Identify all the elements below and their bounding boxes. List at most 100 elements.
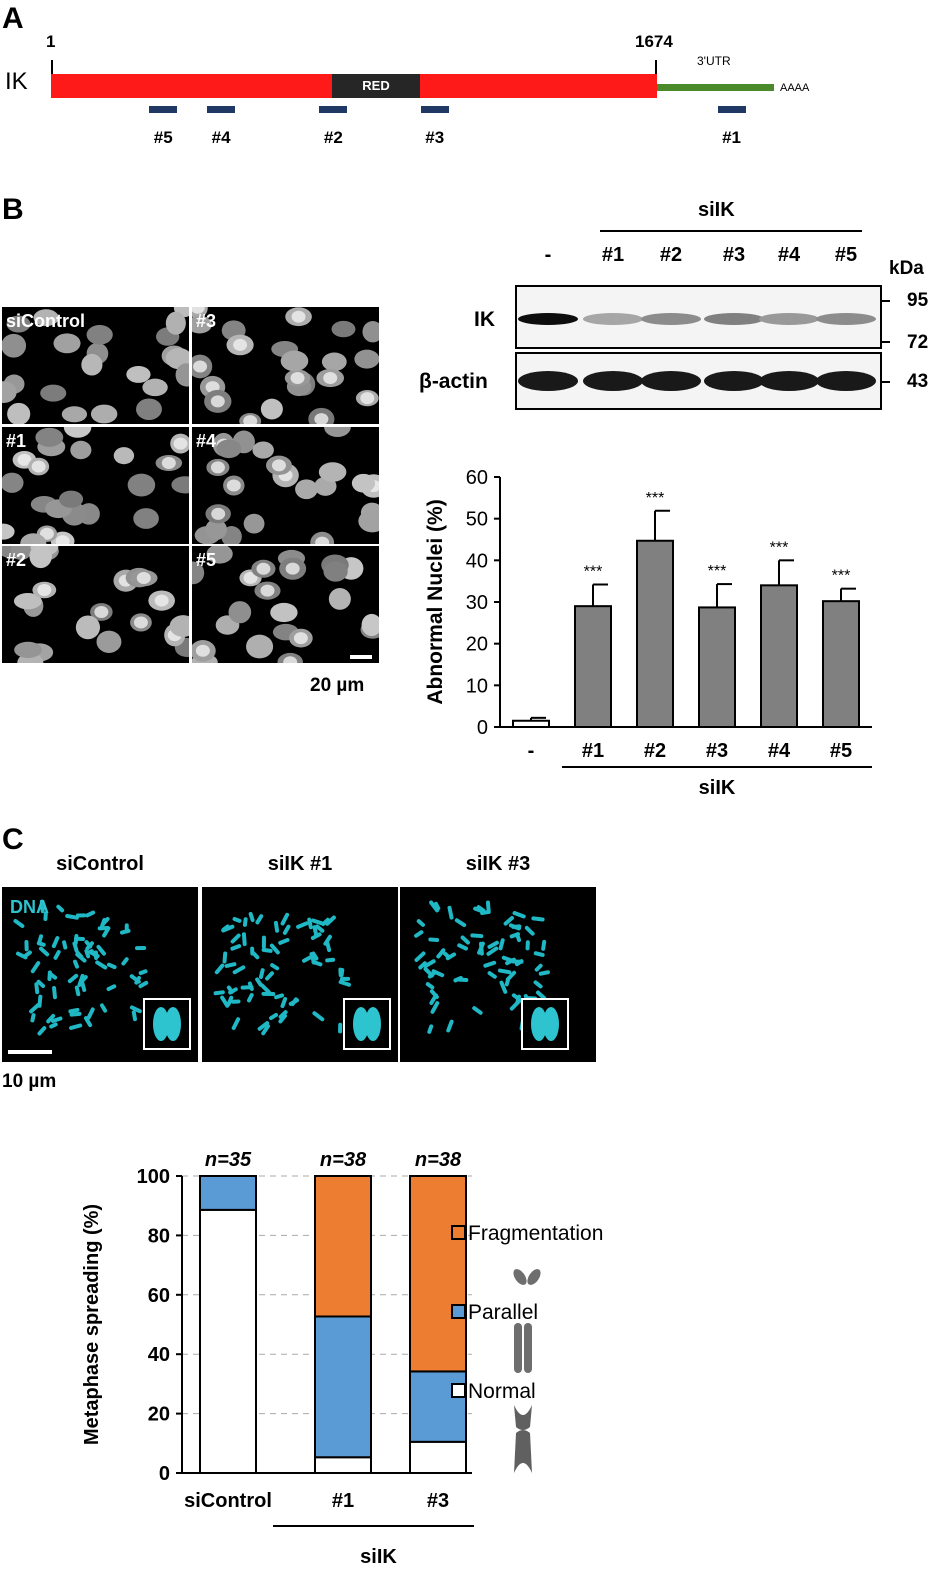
blot-band — [518, 313, 578, 325]
blot-group-line — [600, 230, 862, 232]
stacked-segment — [409, 1370, 467, 1443]
nucleus — [280, 350, 309, 372]
chromosome — [508, 923, 522, 931]
bar — [698, 606, 736, 729]
chromosome — [69, 1023, 83, 1030]
chromosome — [86, 1007, 95, 1020]
legend-swatch — [451, 1225, 466, 1240]
chromosome-spread — [13, 899, 191, 1050]
nucleus — [40, 384, 67, 402]
chromosome — [129, 974, 141, 984]
marker-tick-95 — [882, 300, 890, 302]
bar — [636, 539, 674, 728]
abnormal-nucleus — [17, 453, 32, 466]
chromosome — [473, 906, 483, 913]
chromosome — [241, 932, 247, 947]
abnormal-nucleus — [323, 372, 338, 385]
chromosome — [533, 951, 545, 957]
chromosome — [43, 911, 48, 922]
chromosome — [511, 993, 524, 1004]
nucleus — [295, 479, 318, 500]
chromosome — [265, 971, 275, 981]
nucleus — [318, 462, 347, 482]
abnormal-nucleus — [290, 371, 305, 384]
nucleus — [113, 447, 135, 465]
sirna-label: #5 — [153, 128, 173, 147]
nucleus — [206, 546, 233, 564]
chromosome — [213, 990, 225, 996]
nucleus — [270, 602, 298, 623]
chromosome — [251, 951, 260, 960]
metaphase-image — [400, 887, 596, 1062]
sirna-label: #1 — [722, 128, 742, 147]
nucleus — [324, 427, 351, 438]
stacked-segment — [409, 1440, 467, 1475]
chromosome — [84, 948, 91, 959]
chromosome-spread — [213, 911, 391, 1050]
dna-label: DNA — [10, 897, 49, 917]
nuclei-image: #5 — [192, 546, 379, 663]
bar — [760, 584, 798, 728]
y-tick-label: 40 — [466, 550, 488, 572]
abnormal-nucleus — [226, 479, 241, 492]
chromosome — [73, 959, 80, 969]
image-label: #5 — [196, 550, 217, 570]
chromosome — [499, 980, 508, 994]
chromosome — [121, 957, 129, 966]
blot-band — [641, 313, 701, 325]
chromosome — [29, 1003, 41, 1014]
abnormal-nucleus — [360, 392, 375, 405]
nucleus — [243, 513, 265, 534]
chromosome — [454, 918, 467, 928]
chromosome — [34, 982, 40, 995]
marker-95: 95 — [907, 290, 929, 311]
abnormal-nucleus — [243, 571, 258, 584]
nucleus — [142, 378, 168, 397]
x-tick-label: #3 — [427, 1490, 449, 1512]
abnormal-nucleus — [243, 415, 258, 424]
chromosome — [425, 982, 435, 990]
x-tick-label: #1 — [582, 740, 604, 762]
chromosome — [106, 962, 117, 970]
chromosome — [51, 936, 60, 949]
x-tick-label: #4 — [768, 740, 791, 762]
nucleus — [260, 398, 283, 420]
stacked-segment — [199, 1208, 257, 1474]
chromosome — [232, 916, 242, 923]
nucleus — [20, 533, 47, 544]
chromosome — [255, 914, 264, 925]
nucleus — [331, 320, 356, 338]
marker-tick-43 — [882, 381, 890, 383]
chromosome — [487, 940, 499, 949]
nuclei-texture — [194, 427, 379, 544]
chromosome — [96, 944, 106, 956]
blot-band — [816, 313, 876, 325]
blot-row-actin-label: β-actin — [419, 370, 488, 393]
chromosome — [430, 1001, 440, 1014]
chromosome — [269, 1012, 279, 1021]
chromosome — [512, 911, 526, 919]
chromosome — [429, 900, 440, 913]
stacked-segment — [409, 1175, 467, 1373]
image-label: #3 — [196, 311, 217, 331]
chromosome — [22, 950, 32, 959]
abnormal-nucleus — [161, 457, 176, 470]
chromosome — [230, 933, 241, 944]
chromosome — [257, 1021, 270, 1031]
metaphase-image-label: siIK #3 — [465, 853, 531, 875]
chromosome — [470, 933, 484, 939]
chromosome — [231, 999, 241, 1004]
nucleus — [171, 476, 189, 494]
abnormal-nucleus — [193, 360, 208, 373]
abnormal-nucleus — [39, 527, 54, 540]
chromosome — [52, 985, 57, 1000]
bar — [822, 600, 860, 729]
chromosome — [323, 934, 332, 946]
fragmentation-chromosome-icon — [513, 1269, 541, 1285]
chromosome — [460, 935, 470, 945]
group-label: siIK — [699, 777, 736, 799]
nucleus — [10, 546, 32, 561]
chromosome — [338, 980, 352, 987]
chromosome — [296, 921, 309, 929]
chromosome — [339, 968, 345, 978]
